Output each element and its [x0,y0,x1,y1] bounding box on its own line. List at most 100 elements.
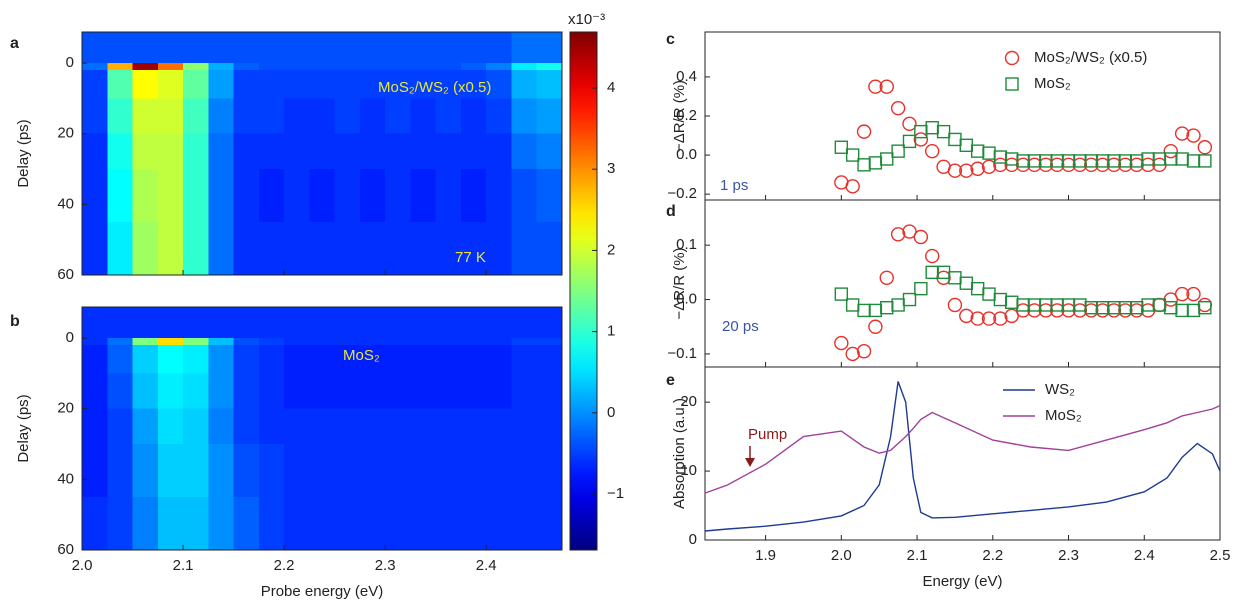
heatmap-cell [82,63,108,71]
panel-label: d [666,203,676,220]
data-point [914,281,928,296]
heatmap-cell [208,444,235,498]
y-axis-label: Delay (ps) [15,394,32,462]
heatmap-cell [385,444,412,498]
heatmap-cell [132,373,159,410]
heatmap-cell [284,222,310,276]
heatmap-cell [233,222,260,276]
heatmap-cell [536,98,563,135]
heatmap-cell [284,32,310,64]
heatmap-cell [208,133,235,170]
heatmap-cell [132,98,159,135]
heatmap-cell [183,63,209,71]
y-tick-label: 0 [689,531,697,548]
y-axis-label: Delay (ps) [15,119,32,187]
data-point [857,303,871,318]
data-point [913,229,929,245]
data-point [936,124,951,139]
colorbar-label: x10⁻³ [568,11,605,28]
x-tick-label: 2.4 [1134,547,1155,564]
y-tick-label: −0.2 [667,185,697,202]
data-point [947,297,963,313]
heatmap-cell [82,345,108,375]
legend-label: MoS₂ [1045,407,1082,424]
heatmap-cell [233,169,260,223]
heatmap-cell [435,222,462,276]
heatmap-cell [157,32,184,64]
heatmap-cell [107,70,134,100]
heatmap-cell [309,408,336,445]
data-point [925,265,939,280]
data-point [970,161,985,176]
data-point [925,143,940,159]
data-point [1004,308,1019,324]
heatmap-cell [486,63,513,71]
heatmap-cell [410,307,437,339]
data-point [925,248,940,264]
heatmap-cell [359,408,386,445]
heatmap-cell [183,338,209,346]
data-point [880,301,894,315]
plot-frame [81,31,563,276]
x-axis-label: Probe energy (eV) [261,583,384,600]
heatmap-cell [536,373,563,410]
heatmap-cell [460,408,487,445]
y-tick-label: 0.4 [676,68,697,85]
heatmap-cell [410,497,437,551]
heatmap-cell [258,444,285,498]
data-point [947,163,963,178]
heatmap-cell [157,133,184,170]
heatmap-cell [208,497,235,551]
heatmap-cell [359,63,386,71]
heatmap-cell [157,70,184,100]
heatmap-cell [208,345,235,375]
legend-swatch [1004,50,1020,66]
heatmap-cell [410,373,437,410]
heatmap-cell [486,133,513,170]
annotation: MoS₂/WS₂ (x0.5) [378,79,491,96]
heatmap-cell [284,444,310,498]
heatmap-cell [258,133,285,170]
colorbar-tick-label: 2 [607,241,615,258]
data-point [902,116,917,132]
heatmap-cell [258,169,285,223]
data-point [891,298,905,312]
heatmap-cell [410,98,437,135]
heatmap-cell [258,307,285,339]
heatmap-cell [107,338,134,346]
heatmap-cell [233,408,260,445]
data-point [948,132,962,147]
heatmap-cell [334,338,361,346]
heatmap-cell [309,338,336,346]
heatmap-cell [385,63,412,71]
heatmap-cell [208,307,235,339]
annotation: MoS₂ [343,347,380,364]
heatmap-cell [359,70,386,100]
heatmap-cell [536,63,563,71]
data-point [959,163,974,178]
heatmap-cell [460,133,487,170]
y-tick-label: 20 [57,400,74,417]
heatmap-cell [536,444,563,498]
data-point [890,100,906,116]
heatmap-cell [460,222,487,276]
data-point [970,144,985,158]
heatmap-cell [258,497,285,551]
heatmap-cell [258,63,285,71]
legend-swatch [1005,77,1019,91]
data-point [993,150,1008,164]
heatmap-cell [385,338,412,346]
panel-label: b [10,313,20,330]
data-point [959,138,973,153]
plot-frame [704,366,1221,541]
data-point [845,298,860,312]
heatmap-cell [334,222,361,276]
heatmap-cell [233,307,260,339]
data-point [1164,152,1178,166]
heatmap-cell [334,345,361,375]
x-tick-label: 2.2 [274,557,295,574]
heatmap-cell [511,444,538,498]
data-point [834,335,849,351]
heatmap-cell [233,497,260,551]
heatmap-cell [157,444,184,498]
